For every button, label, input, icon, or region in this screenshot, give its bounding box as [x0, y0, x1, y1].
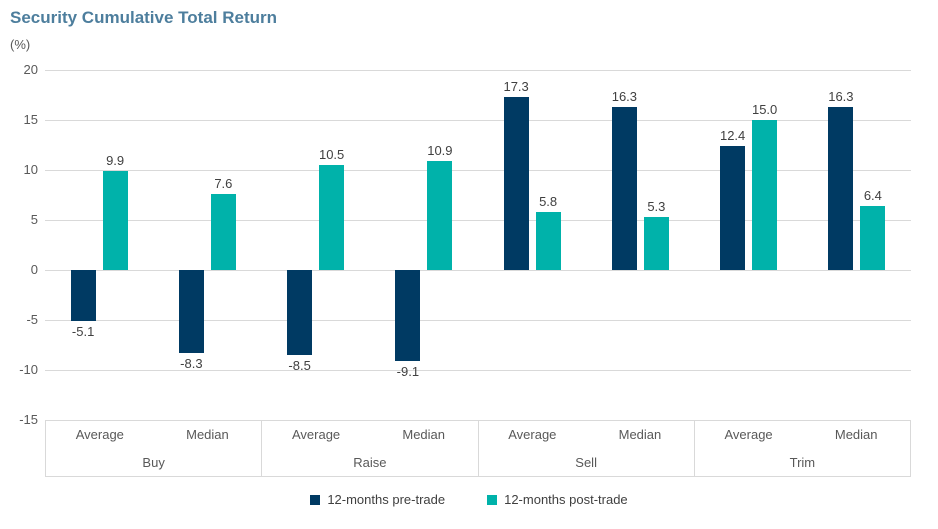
gridline	[45, 170, 911, 171]
group-label: Raise	[353, 455, 387, 470]
bar-pre-trade	[287, 270, 313, 355]
y-tick-label: -5	[26, 312, 38, 327]
bar-pre-trade	[70, 270, 96, 321]
category-axis: Average Median Buy Average Median Raise Averag…	[45, 420, 911, 477]
legend-label: 12-months pre-trade	[327, 492, 446, 507]
bar-pre-trade	[503, 97, 529, 270]
gridline	[45, 120, 911, 121]
legend-swatch-post-trade	[487, 494, 498, 505]
bar-value-label: 9.9	[106, 153, 125, 168]
y-tick-label: -10	[19, 362, 38, 377]
bar-post-trade	[535, 212, 561, 270]
bar-post-trade	[643, 217, 669, 270]
bar-post-trade	[860, 206, 886, 270]
bar-value-label: -5.1	[71, 324, 95, 339]
y-tick-label: -15	[19, 412, 38, 427]
category-cell: Average Median Raise	[261, 420, 477, 476]
gridline	[45, 70, 911, 71]
group-label: Sell	[575, 455, 597, 470]
subcategory-label: Median	[186, 427, 229, 442]
bar-value-label: -8.5	[288, 358, 311, 373]
bar-pre-trade	[611, 107, 637, 270]
bar-value-label: -9.1	[396, 364, 420, 379]
category-cell: Average Median Trim	[693, 420, 911, 476]
legend-item: 12-months post-trade	[487, 492, 628, 507]
bar-pre-trade	[720, 146, 746, 270]
bar-post-trade	[752, 120, 778, 270]
bar-post-trade	[210, 194, 236, 270]
gridline	[45, 270, 911, 271]
subcategory-label: Median	[618, 427, 662, 442]
group-label: Trim	[789, 455, 816, 470]
bar-value-label: 5.8	[539, 194, 558, 209]
y-tick-label: 10	[23, 162, 38, 177]
subcategory-label: Average	[291, 427, 341, 442]
y-tick-label: 0	[30, 262, 38, 277]
category-cell: Average Median Sell	[477, 420, 694, 476]
legend-label: 12-months post-trade	[504, 492, 628, 507]
subcategory-row: Average Median	[46, 420, 261, 449]
bar-value-label: 10.5	[318, 147, 345, 162]
gridline	[45, 370, 911, 371]
bar-value-label: 10.9	[427, 143, 453, 158]
bar-pre-trade	[395, 270, 421, 361]
bar-value-label: 16.3	[611, 89, 638, 104]
y-axis-unit-label: (%)	[10, 37, 31, 52]
bar-pre-trade	[178, 270, 204, 353]
legend-swatch-pre-trade	[310, 494, 321, 505]
bar-post-trade	[427, 161, 453, 270]
bar-value-label: 7.6	[214, 176, 233, 191]
legend: 12-months pre-trade 12-months post-trade	[0, 492, 938, 507]
y-tick-label: 20	[23, 62, 38, 77]
category-cell: Average Median Buy	[45, 420, 261, 476]
y-tick-label: 15	[23, 112, 38, 127]
bar-post-trade	[102, 171, 128, 270]
gridline	[45, 220, 911, 221]
legend-item: 12-months pre-trade	[310, 492, 445, 507]
bar-pre-trade	[828, 107, 854, 270]
gridline	[45, 320, 911, 321]
subcategory-row: Average Median	[479, 420, 694, 449]
subcategory-label: Average	[508, 427, 557, 442]
y-tick-label: 5	[30, 212, 38, 227]
subcategory-label: Median	[834, 427, 878, 442]
plot-area: -5.1 -8.3 -8.5 -9.1 17.3 16.3 12.4 16.3 9.9 7.6 10…	[45, 70, 911, 421]
bar-value-label: 15.0	[751, 102, 778, 117]
subcategory-label: Median	[402, 427, 445, 442]
subcategory-row: Average Median	[695, 420, 910, 449]
bar-post-trade	[319, 165, 345, 270]
subcategory-label: Average	[75, 427, 124, 442]
subcategory-row: Average Median	[262, 420, 477, 449]
bar-value-label: 12.4	[719, 128, 746, 143]
bar-value-label: -8.3	[180, 356, 203, 371]
bar-value-label: 17.3	[503, 79, 529, 94]
bar-value-label: 16.3	[828, 89, 854, 104]
group-label: Buy	[142, 455, 165, 470]
chart-title: Security Cumulative Total Return	[10, 8, 278, 27]
bar-value-label: 6.4	[863, 188, 882, 203]
bar-value-label: 5.3	[647, 199, 666, 214]
subcategory-label: Average	[724, 427, 773, 442]
